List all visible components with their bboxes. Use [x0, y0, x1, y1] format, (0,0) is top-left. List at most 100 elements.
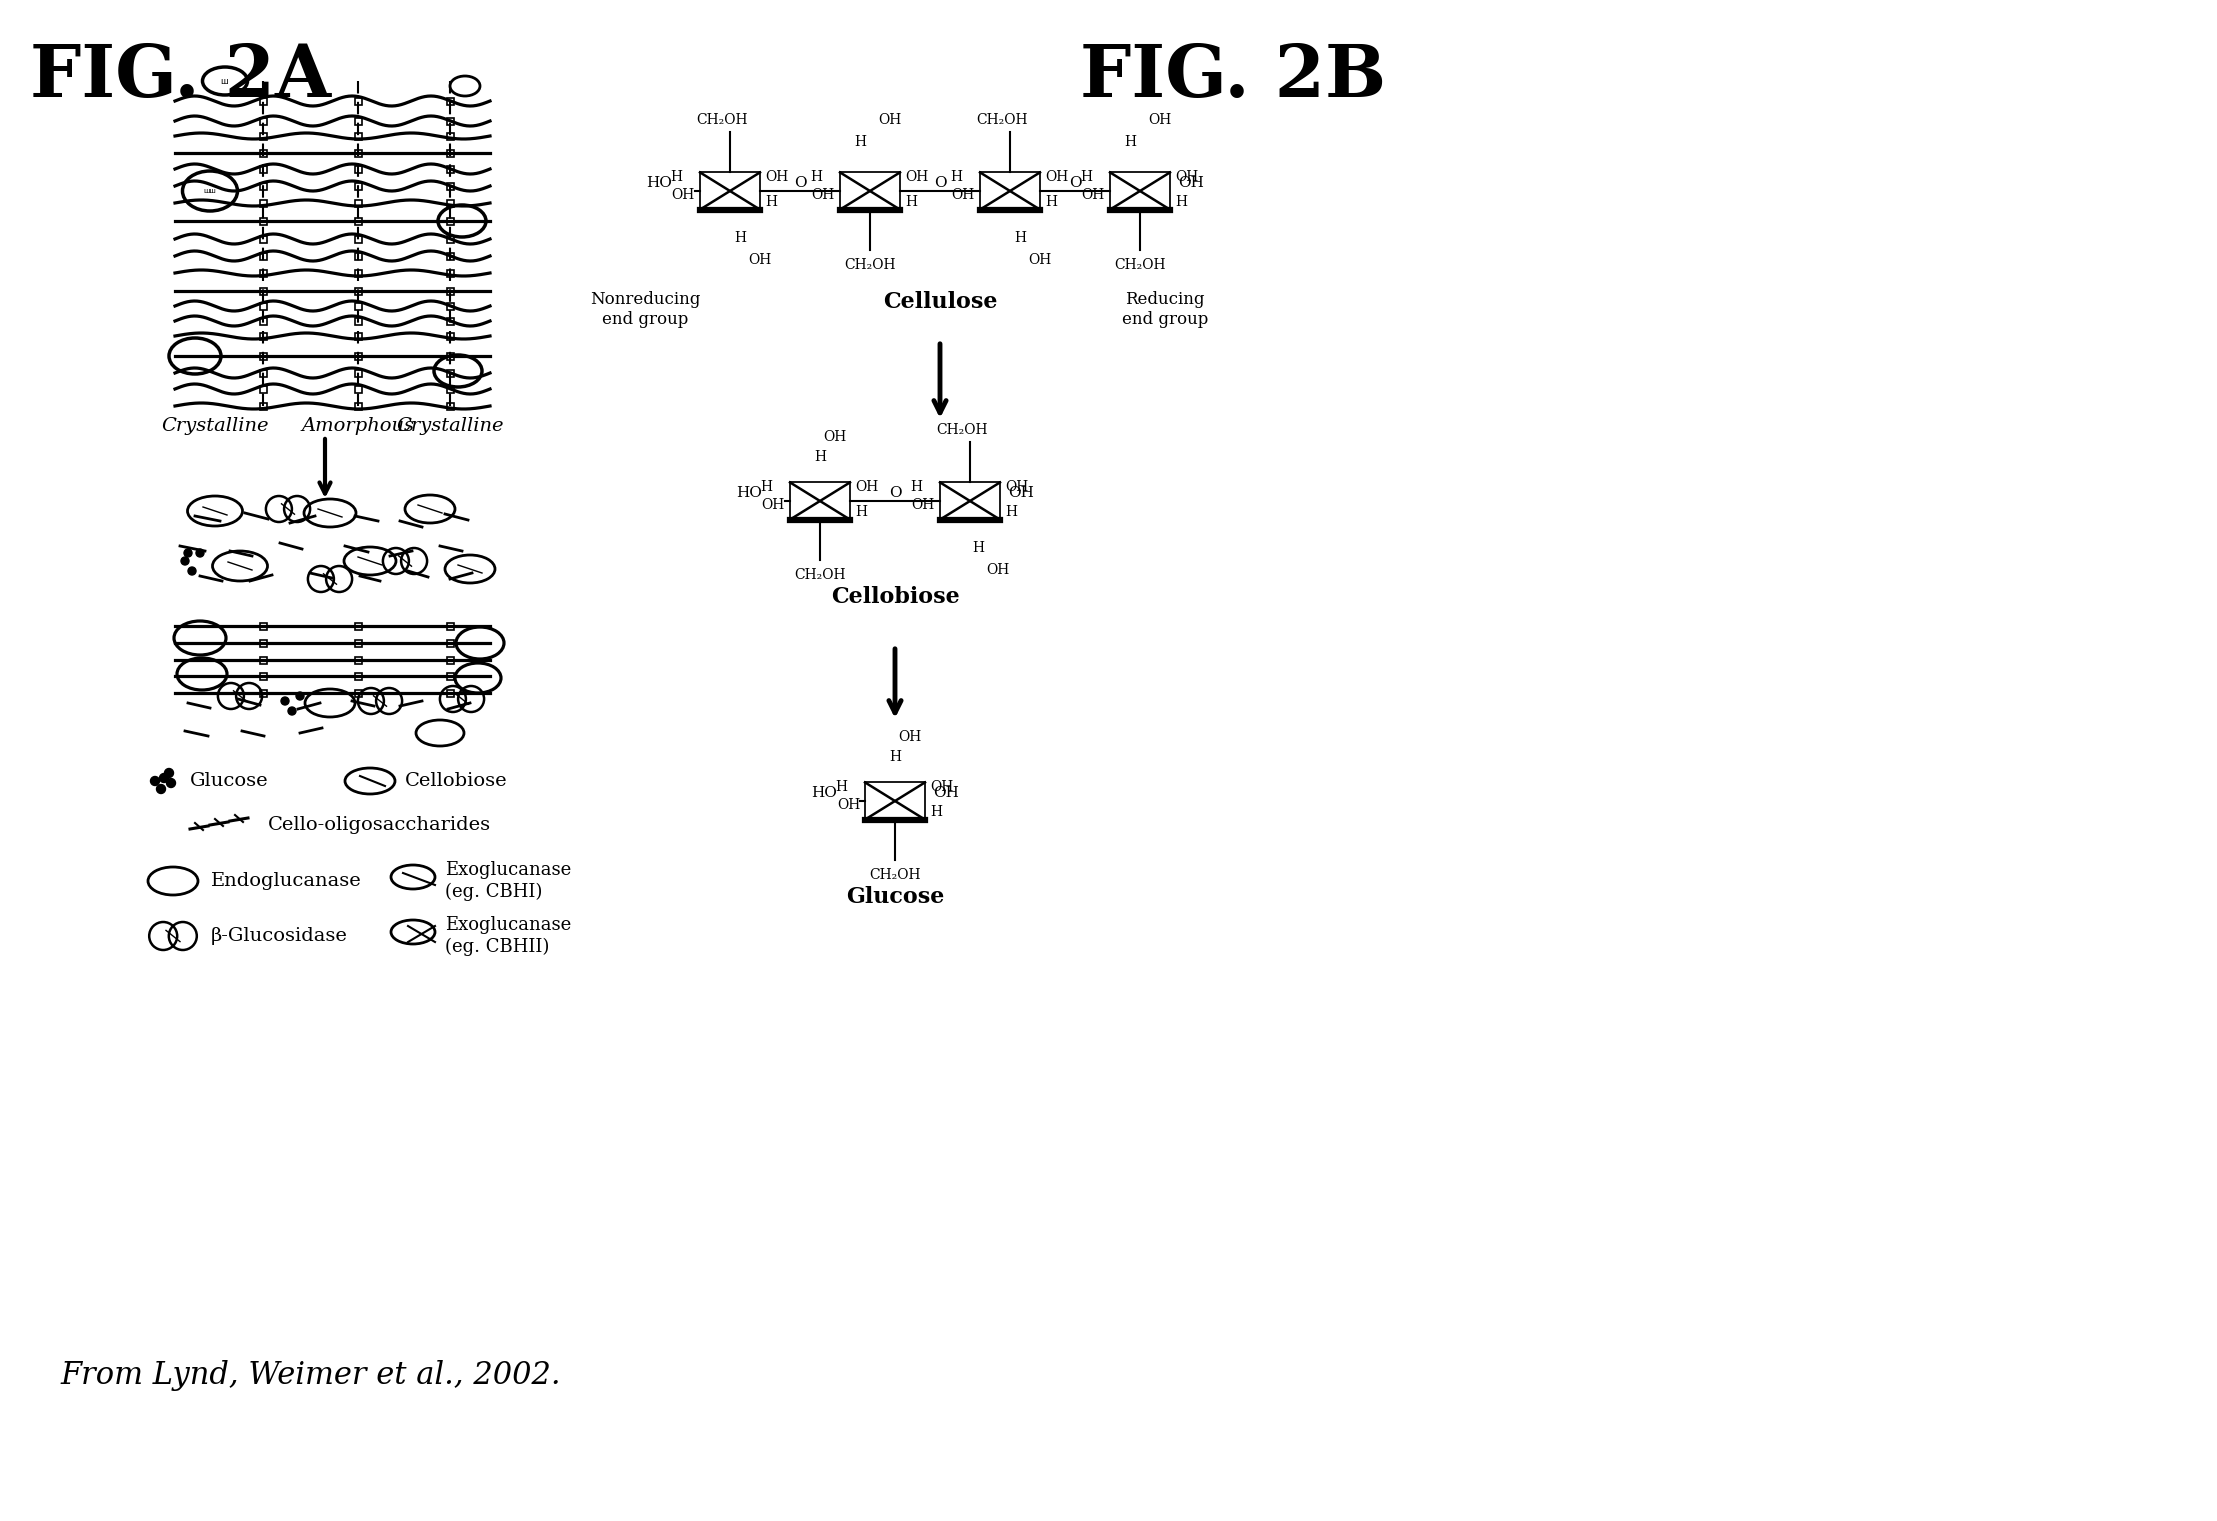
Text: CH₂OH: CH₂OH [1115, 257, 1166, 272]
Bar [355, 149, 361, 157]
Bar [355, 236, 361, 242]
Circle shape [160, 774, 168, 782]
Text: O: O [1069, 176, 1082, 190]
Text: H: H [734, 231, 745, 245]
Bar [446, 236, 454, 242]
Bar [259, 353, 266, 359]
Text: HO: HO [736, 487, 763, 500]
Text: H: H [765, 195, 776, 208]
Bar [446, 218, 454, 225]
Bar [446, 333, 454, 339]
Bar [355, 183, 361, 190]
Bar [355, 199, 361, 207]
Text: OH: OH [911, 497, 936, 511]
Text: H: H [809, 170, 823, 184]
Text: β-Glucosidase: β-Glucosidase [211, 926, 348, 945]
Text: OH: OH [765, 170, 789, 184]
Text: OH: OH [1175, 170, 1197, 184]
Bar [446, 385, 454, 392]
Circle shape [166, 779, 175, 788]
Circle shape [151, 777, 160, 785]
Text: O: O [933, 176, 947, 190]
Text: OH: OH [933, 786, 960, 800]
Text: H: H [1044, 195, 1058, 208]
Text: CH₂OH: CH₂OH [845, 257, 896, 272]
Text: Exoglucanase
(eg. CBHI): Exoglucanase (eg. CBHI) [446, 861, 572, 900]
Text: O: O [889, 487, 902, 500]
Text: Reducing
end group: Reducing end group [1122, 291, 1208, 327]
Bar [355, 318, 361, 324]
Text: Endoglucanase: Endoglucanase [211, 872, 361, 890]
Bar [446, 132, 454, 140]
Bar [259, 318, 266, 324]
Text: H: H [929, 805, 942, 818]
Bar [446, 353, 454, 359]
Bar [259, 385, 266, 392]
Bar [259, 657, 266, 663]
Circle shape [164, 768, 173, 777]
Bar [446, 117, 454, 125]
Text: FIG. 2B: FIG. 2B [1080, 41, 1386, 113]
Text: H: H [1013, 231, 1026, 245]
Bar [446, 622, 454, 630]
Bar [355, 370, 361, 377]
Bar [446, 672, 454, 680]
Text: Glucose: Glucose [847, 887, 944, 908]
Bar [355, 672, 361, 680]
Text: Cellulose: Cellulose [882, 291, 998, 313]
Text: H: H [951, 170, 962, 184]
Bar [446, 199, 454, 207]
Text: H: H [836, 780, 847, 794]
Text: OH: OH [987, 563, 1009, 576]
Circle shape [297, 692, 304, 700]
Bar [259, 269, 266, 277]
Bar [355, 353, 361, 359]
Bar [259, 166, 266, 172]
Bar [259, 639, 266, 646]
Bar [446, 97, 454, 105]
Bar [355, 166, 361, 172]
Text: HO: HO [811, 786, 838, 800]
Text: Cellobiose: Cellobiose [831, 586, 960, 608]
Circle shape [195, 549, 204, 557]
Text: FIG. 2A: FIG. 2A [31, 41, 330, 113]
Text: H: H [909, 481, 922, 494]
Text: H: H [1004, 505, 1018, 519]
Bar [259, 622, 266, 630]
Text: Glucose: Glucose [191, 773, 268, 789]
Text: H: H [1080, 170, 1093, 184]
Text: OH: OH [749, 252, 772, 266]
Text: Crystalline: Crystalline [397, 417, 503, 435]
Text: OH: OH [1009, 487, 1033, 500]
Bar [259, 117, 266, 125]
Bar [446, 657, 454, 663]
Text: H: H [856, 505, 867, 519]
Bar [355, 622, 361, 630]
Text: CH₂OH: CH₂OH [869, 867, 920, 882]
Text: Exoglucanase
(eg. CBHII): Exoglucanase (eg. CBHII) [446, 917, 572, 955]
Bar [355, 117, 361, 125]
Text: CH₂OH: CH₂OH [696, 114, 747, 128]
Bar [446, 403, 454, 409]
Bar [446, 303, 454, 309]
Text: OH: OH [1044, 170, 1069, 184]
Bar [446, 166, 454, 172]
Text: H: H [760, 481, 772, 494]
Text: OH: OH [929, 780, 953, 794]
Bar [355, 385, 361, 392]
Bar [446, 370, 454, 377]
Bar [446, 149, 454, 157]
Text: H: H [670, 170, 683, 184]
Bar [355, 303, 361, 309]
Text: OH: OH [1177, 176, 1204, 190]
Bar [259, 252, 266, 260]
Text: H: H [1175, 195, 1186, 208]
Text: O: O [794, 176, 807, 190]
Circle shape [184, 549, 193, 557]
Circle shape [157, 785, 166, 794]
Bar [446, 269, 454, 277]
Bar [355, 252, 361, 260]
Circle shape [188, 567, 195, 575]
Text: OH: OH [1004, 481, 1029, 494]
Text: OH: OH [878, 114, 902, 128]
